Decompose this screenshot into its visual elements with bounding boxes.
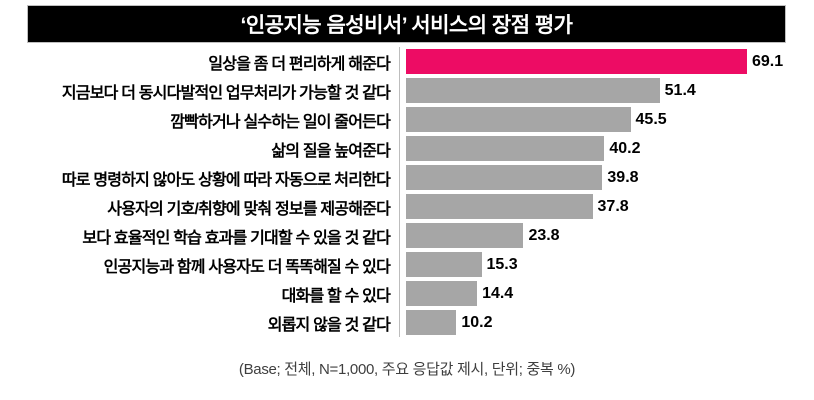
category-label: 인공지능과 함께 사용자도 더 똑똑해질 수 있다 bbox=[103, 258, 391, 276]
bar-zone: 15.3 bbox=[399, 250, 814, 279]
category-label: 지금보다 더 동시다발적인 업무처리가 가능할 것 같다 bbox=[61, 84, 391, 102]
category-label: 일상을 좀 더 편리하게 해준다 bbox=[208, 55, 390, 73]
base-note: (Base; 전체, N=1,000, 주요 응답값 제시, 단위; 중복 %) bbox=[238, 361, 576, 378]
bar-zone: 23.8 bbox=[399, 221, 814, 250]
chart-row: 따로 명령하지 않아도 상황에 따라 자동으로 처리한다 39.8 bbox=[0, 163, 814, 192]
value-label: 37.8 bbox=[597, 197, 629, 215]
bar-zone: 45.5 bbox=[399, 105, 814, 134]
bar-zone: 69.1 bbox=[399, 47, 814, 76]
category-label: 깜빡하거나 실수하는 일이 줄어든다 bbox=[170, 113, 391, 131]
bar bbox=[406, 165, 603, 190]
bar bbox=[406, 136, 605, 161]
chart-row: 일상을 좀 더 편리하게 해준다 69.1 bbox=[0, 47, 814, 76]
bar bbox=[406, 194, 593, 219]
category-label: 대화를 할 수 있다 bbox=[281, 287, 391, 305]
category-label: 사용자의 기호/취향에 맞춰 정보를 제공해준다 bbox=[107, 200, 391, 218]
chart-row: 인공지능과 함께 사용자도 더 똑똑해질 수 있다 15.3 bbox=[0, 250, 814, 279]
category-label: 삶의 질을 높여준다 bbox=[271, 142, 390, 160]
category-label: 따로 명령하지 않아도 상황에 따라 자동으로 처리한다 bbox=[61, 171, 391, 189]
value-label: 39.8 bbox=[607, 168, 639, 186]
chart-row: 깜빡하거나 실수하는 일이 줄어든다 45.5 bbox=[0, 105, 814, 134]
value-label: 14.4 bbox=[482, 284, 514, 302]
value-label: 51.4 bbox=[664, 81, 696, 99]
value-label: 23.8 bbox=[528, 226, 560, 244]
value-label: 15.3 bbox=[486, 255, 518, 273]
value-label: 10.2 bbox=[461, 313, 493, 331]
value-label: 69.1 bbox=[752, 52, 784, 70]
rows: 일상을 좀 더 편리하게 해준다 69.1 지금보다 더 동시다발적인 업무처리가 … bbox=[0, 47, 814, 337]
bar-chart: 일상을 좀 더 편리하게 해준다 69.1 지금보다 더 동시다발적인 업무처리가 … bbox=[0, 47, 814, 337]
value-label: 40.2 bbox=[609, 139, 641, 157]
chart-title: ‘인공지능 음성비서’ 서비스의 장점 평가 bbox=[240, 14, 573, 37]
bar bbox=[406, 310, 457, 335]
category-label: 보다 효율적인 학습 효과를 기대할 수 있을 것 같다 bbox=[82, 229, 390, 247]
value-label: 45.5 bbox=[635, 110, 667, 128]
bar-highlight bbox=[406, 49, 747, 74]
chart-row: 대화를 할 수 있다 14.4 bbox=[0, 279, 814, 308]
chart-row: 삶의 질을 높여준다 40.2 bbox=[0, 134, 814, 163]
bar bbox=[406, 252, 482, 277]
chart-row: 지금보다 더 동시다발적인 업무처리가 가능할 것 같다 51.4 bbox=[0, 76, 814, 105]
bar bbox=[406, 78, 660, 103]
chart-row: 보다 효율적인 학습 효과를 기대할 수 있을 것 같다 23.8 bbox=[0, 221, 814, 250]
bar-zone: 40.2 bbox=[399, 134, 814, 163]
bar-zone: 37.8 bbox=[399, 192, 814, 221]
bar bbox=[406, 223, 524, 248]
bar-zone: 10.2 bbox=[399, 308, 814, 337]
bar bbox=[406, 107, 631, 132]
bar-zone: 51.4 bbox=[399, 76, 814, 105]
chart-title-bar: ‘인공지능 음성비서’ 서비스의 장점 평가 bbox=[27, 5, 786, 43]
chart-row: 사용자의 기호/취향에 맞춰 정보를 제공해준다 37.8 bbox=[0, 192, 814, 221]
category-label: 외롭지 않을 것 같다 bbox=[267, 316, 391, 334]
chart-row: 외롭지 않을 것 같다 10.2 bbox=[0, 308, 814, 337]
bar-zone: 39.8 bbox=[399, 163, 814, 192]
bar bbox=[406, 281, 478, 306]
bar-zone: 14.4 bbox=[399, 279, 814, 308]
